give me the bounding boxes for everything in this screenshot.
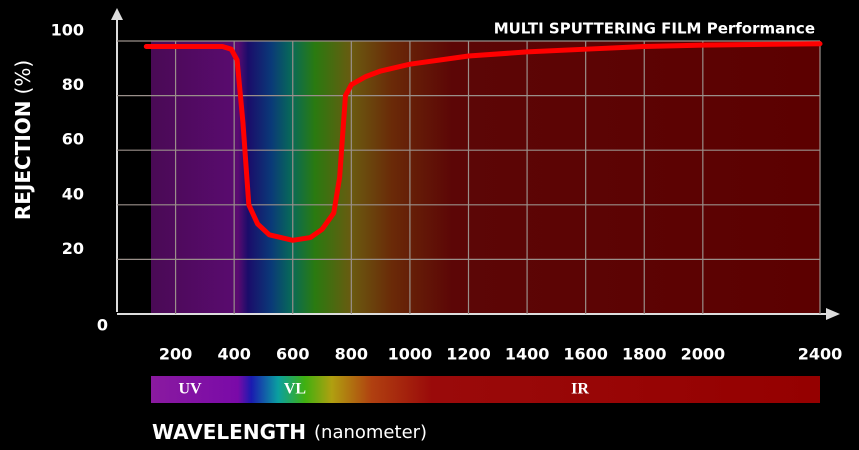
y-tick-label: 20	[62, 239, 84, 258]
x-axis-arrow	[826, 308, 840, 320]
x-tick-label: 2400	[798, 345, 843, 364]
x-tick-label: 400	[217, 345, 250, 364]
x-tick-label: 2000	[681, 345, 726, 364]
y-tick-label: 40	[62, 184, 84, 203]
x-tick-label: 1800	[622, 345, 667, 364]
x-tick-label: 600	[276, 345, 309, 364]
x-tick-label: 200	[159, 345, 192, 364]
x-tick-label: 1400	[505, 345, 550, 364]
y-axis-arrow	[111, 8, 123, 20]
x-axis-label: WAVELENGTH	[152, 420, 306, 444]
y-tick-label: 80	[62, 75, 84, 94]
y-tick-label: 60	[62, 130, 84, 149]
y-tick-label: 100	[51, 21, 84, 40]
data-line	[143, 41, 823, 243]
x-axis-unit: (nanometer)	[314, 422, 427, 443]
y-axis-title: REJECTION (%)	[11, 60, 35, 220]
x-tick-label: 800	[335, 345, 368, 364]
y-axis-label: REJECTION	[11, 100, 35, 220]
x-axis-title: WAVELENGTH (nanometer)	[152, 420, 427, 444]
y-tick-label: 0	[97, 316, 108, 335]
spectrum-bar	[151, 376, 820, 403]
y-axis-unit: (%)	[11, 60, 35, 95]
x-tick-label: 1000	[388, 345, 433, 364]
band-label: IR	[571, 381, 589, 398]
spectrum-background	[151, 41, 820, 314]
chart-title: MULTI SPUTTERING FILM Performance	[494, 20, 815, 38]
band-label: VL	[284, 381, 306, 398]
x-tick-label: 1600	[563, 345, 608, 364]
x-tick-label: 1200	[446, 345, 491, 364]
plot: 0 20 40 60 80 100 200 400 600 800 1000 1200 1400 1600…	[51, 21, 843, 364]
band-label: UV	[178, 381, 202, 398]
